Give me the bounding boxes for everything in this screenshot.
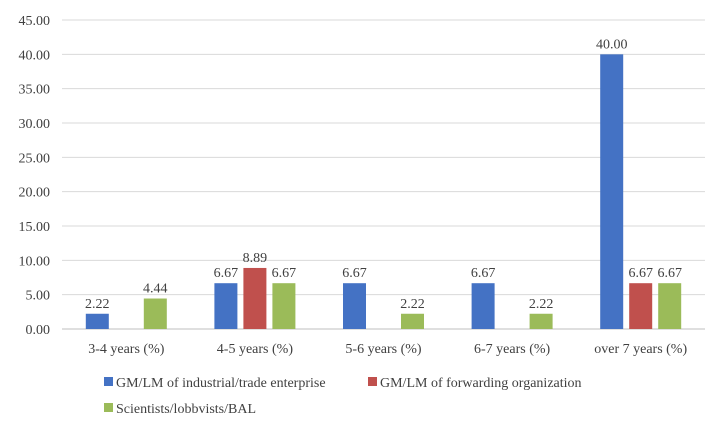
bar	[343, 283, 366, 329]
legend-label: Scientists/lobbvists/BAL	[116, 402, 256, 417]
data-label: 6.67	[342, 266, 367, 281]
y-tick-label: 10.00	[19, 254, 51, 269]
y-tick-label: 15.00	[19, 220, 51, 235]
legend-label: GM/LM of industrial/trade enterprise	[116, 376, 326, 391]
bar	[600, 54, 624, 329]
data-label: 4.44	[143, 282, 168, 297]
x-category-label: 5-6 years (%)	[345, 342, 422, 357]
bar	[214, 283, 238, 329]
bar	[529, 313, 553, 329]
bar	[143, 298, 167, 329]
y-tick-label: 30.00	[19, 117, 51, 132]
legend-swatch	[104, 403, 113, 412]
legend-label: GM/LM of forwarding organization	[380, 376, 582, 391]
y-tick-label: 20.00	[19, 186, 51, 201]
data-label: 6.67	[214, 266, 239, 281]
x-category-label: 4-5 years (%)	[217, 342, 294, 357]
bar	[85, 313, 109, 329]
bar	[658, 283, 682, 329]
y-tick-label: 40.00	[19, 48, 51, 63]
legend: GM/LM of industrial/trade enterprise GM/L…	[104, 376, 582, 417]
y-axis-ticks: 0.00 5.00 10.00 15.00 20.00 25.00 30.00 35.00 40…	[19, 14, 51, 338]
data-label: 6.67	[272, 266, 297, 281]
bar	[471, 283, 495, 329]
y-tick-label: 35.00	[19, 83, 51, 98]
y-tick-label: 45.00	[19, 14, 51, 29]
data-label: 2.22	[529, 297, 554, 312]
x-category-label: over 7 years (%)	[594, 342, 687, 357]
x-category-label: 3-4 years (%)	[88, 342, 165, 357]
data-label: 6.67	[657, 266, 682, 281]
x-axis-categories: 3-4 years (%) 4-5 years (%) 5-6 years (%) 6…	[88, 342, 687, 357]
data-label: 6.67	[471, 266, 496, 281]
bar	[243, 267, 267, 329]
bar	[272, 283, 296, 329]
data-label: 2.22	[400, 297, 425, 312]
y-tick-label: 25.00	[19, 151, 51, 166]
bar	[401, 313, 424, 329]
data-label: 6.67	[628, 266, 653, 281]
legend-swatch	[368, 377, 377, 386]
data-label: 8.89	[243, 251, 268, 266]
data-label: 2.22	[85, 297, 110, 312]
data-labels: 2.22 4.44 6.67 8.89 6.67 6.67 2.22 6.67 2.22 40.0…	[85, 37, 682, 311]
y-tick-label: 0.00	[26, 323, 51, 338]
x-category-label: 6-7 years (%)	[474, 342, 551, 357]
data-label: 40.00	[596, 37, 628, 52]
gridlines	[62, 19, 705, 330]
y-tick-label: 5.00	[26, 289, 51, 304]
legend-swatch	[104, 377, 113, 386]
bars	[85, 54, 682, 329]
bar	[629, 283, 653, 329]
